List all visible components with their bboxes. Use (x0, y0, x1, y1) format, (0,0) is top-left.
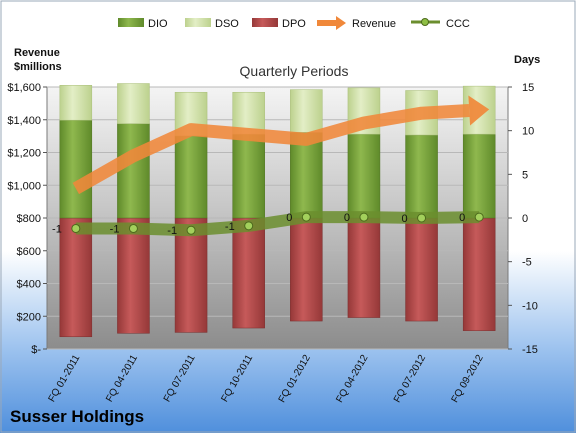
ccc-data-label: -1 (110, 223, 120, 235)
dpo-bar (462, 217, 496, 331)
left-axis-tick-label: $- (31, 344, 41, 356)
legend-swatch-ccc-marker (421, 18, 429, 26)
ccc-data-label: 0 (459, 212, 465, 224)
left-axis-title-line1: Revenue (14, 47, 60, 59)
ccc-data-label: -1 (167, 225, 177, 237)
legend-swatch-revenue (317, 16, 346, 30)
dio-bar (462, 133, 496, 219)
dio-bar (405, 134, 438, 219)
left-axis-tick-label: $200 (17, 311, 41, 323)
legend-swatch-dio (118, 18, 144, 27)
ccc-marker (128, 223, 138, 233)
right-axis-tick-label: 10 (522, 126, 534, 138)
legend-label-ccc: CCC (446, 18, 470, 30)
legend-label-dso: DSO (215, 18, 239, 30)
dpo-bar (59, 217, 93, 338)
ccc-marker (359, 212, 369, 222)
left-axis-tick-label: $1,000 (7, 180, 41, 192)
revenue-arrowhead (468, 95, 490, 126)
dio-bar (347, 133, 381, 219)
left-axis-tick-label: $1,400 (7, 115, 41, 127)
ccc-marker (71, 223, 81, 233)
right-axis-tick-label: -15 (522, 344, 538, 356)
chart-title: Quarterly Periods (240, 63, 349, 79)
ccc-data-label: 0 (401, 213, 407, 225)
right-axis-tick-label: 15 (522, 82, 534, 94)
company-name: Susser Holdings (10, 407, 144, 426)
right-axis-title: Days (514, 54, 540, 66)
dio-bar (117, 123, 150, 219)
left-axis-tick-label: $1,600 (7, 82, 41, 94)
ccc-marker (474, 212, 484, 222)
left-axis-tick-label: $1,200 (7, 148, 41, 160)
ccc-marker (186, 225, 196, 235)
left-axis-tick-label: $400 (17, 279, 41, 291)
ccc-data-label: -1 (52, 223, 62, 235)
ccc-marker (244, 221, 254, 231)
dpo-bar (174, 217, 208, 333)
dso-bar (59, 85, 93, 121)
lines-layer: -1 -1 -1 -1 0 0 0 0 (52, 95, 490, 237)
ccc-marker (301, 212, 311, 222)
legend-swatch-dso (185, 18, 211, 27)
left-axis-tick-label: $600 (17, 246, 41, 258)
left-axis-title-line2: $millions (14, 61, 62, 73)
ccc-line (75, 211, 480, 237)
dpo-bar (290, 217, 323, 322)
ccc-data-label: 0 (286, 212, 292, 224)
legend-label-dio: DIO (148, 18, 168, 30)
ccc-data-label: 0 (344, 212, 350, 224)
dso-bar (117, 83, 150, 124)
legend-swatch-dpo (252, 18, 278, 27)
bars-layer (59, 83, 496, 338)
dso-bar (290, 89, 323, 133)
ccc-marker (417, 213, 427, 223)
dpo-bar (117, 217, 150, 334)
dpo-bar (347, 217, 381, 318)
dio-bar (290, 132, 323, 219)
legend-label-dpo: DPO (282, 18, 306, 30)
dio-bar (174, 135, 208, 219)
right-axis-tick-label: 5 (522, 169, 528, 181)
right-axis-tick-label: 0 (522, 213, 528, 225)
dio-bar (59, 119, 93, 219)
legend-label-revenue: Revenue (352, 18, 396, 30)
dpo-bar (232, 217, 265, 329)
dio-bar (232, 133, 265, 219)
left-axis-tick-label: $800 (17, 213, 41, 225)
ccc-data-label: -1 (225, 221, 235, 233)
chart-legend: DIO DSO DPO Revenue CCC (118, 16, 470, 30)
right-axis-tick-label: -10 (522, 300, 538, 312)
right-axis-tick-label: -5 (522, 257, 532, 269)
revenue-line (72, 104, 470, 195)
dpo-bar (405, 217, 438, 322)
